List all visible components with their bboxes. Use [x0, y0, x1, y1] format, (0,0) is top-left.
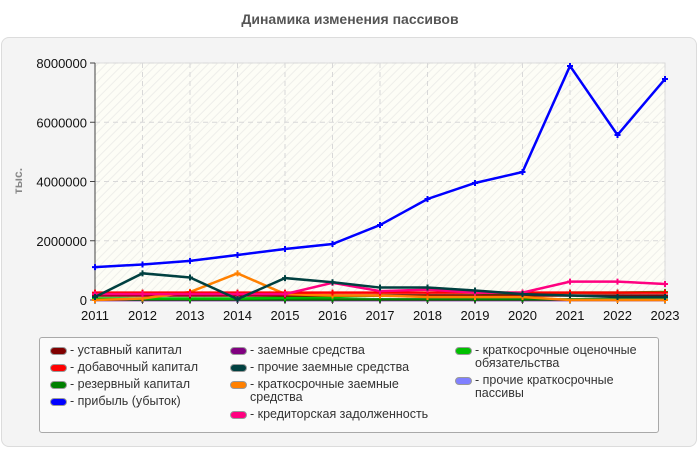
legend-item[interactable]: - добавочный капитал	[50, 361, 225, 374]
y-tick-label: 0	[80, 293, 87, 308]
data-point-marker	[377, 284, 383, 291]
legend-item[interactable]: - прочие заемные средства	[230, 361, 440, 374]
chart-title: Динамика изменения пассивов	[241, 11, 459, 27]
data-point-marker	[662, 294, 668, 301]
data-point-marker	[234, 270, 241, 277]
legend: - уставный капитал - добавочный капитал - …	[39, 337, 659, 433]
line-chart: 0 2000000 4000000 6000000 8000000 2011 2012 201…	[11, 56, 679, 323]
legend-column-2: - заемные средства - прочие заемные средс…	[230, 344, 440, 425]
plot-area: 0 2000000 4000000 6000000 8000000 2011 2012 201…	[36, 56, 679, 323]
legend-swatch-icon	[50, 347, 67, 355]
legend-item[interactable]: - резервный капитал	[50, 378, 225, 391]
data-point-marker	[234, 251, 241, 258]
x-tick-label: 2018	[413, 308, 442, 323]
data-point-marker	[92, 294, 98, 301]
legend-swatch-icon	[50, 364, 67, 372]
x-tick-label: 2011	[81, 308, 109, 323]
data-point-marker	[614, 131, 621, 138]
x-tick-label: 2020	[508, 308, 537, 323]
data-point-marker	[139, 261, 146, 268]
data-point-marker	[282, 246, 288, 253]
legend-item[interactable]: - заемные средства	[230, 344, 440, 357]
data-point-marker	[234, 296, 241, 303]
x-tick-label: 2017	[366, 308, 395, 323]
data-point-marker	[519, 169, 526, 176]
x-tick-label: 2014	[223, 308, 252, 323]
y-tick-label: 8000000	[36, 56, 87, 71]
legend-item[interactable]: - краткосрочные оценочные обязательства	[455, 344, 655, 370]
legend-item[interactable]: - прибыль (убыток)	[50, 395, 225, 408]
data-point-marker	[187, 291, 193, 298]
data-point-marker	[472, 287, 478, 294]
x-tick-label: 2012	[128, 308, 157, 323]
x-tick-label: 2015	[271, 308, 300, 323]
data-point-marker	[567, 292, 573, 299]
data-point-marker	[139, 270, 146, 277]
legend-swatch-icon	[50, 381, 67, 389]
legend-label: - прочие краткосрочные пассивы	[475, 373, 614, 400]
x-tick-label: 2019	[461, 308, 490, 323]
x-tick-label: 2023	[651, 308, 680, 323]
data-point-marker	[282, 291, 288, 298]
legend-item[interactable]: - прочие краткосрочные пассивы	[455, 374, 655, 400]
legend-column-1: - уставный капитал - добавочный капитал - …	[50, 344, 225, 412]
y-tick-label: 6000000	[36, 115, 87, 130]
x-tick-label: 2022	[603, 308, 632, 323]
y-axis-label: тыс.	[11, 168, 25, 194]
y-tick-label: 4000000	[36, 175, 87, 190]
x-tick-label: 2016	[318, 308, 347, 323]
data-point-marker	[377, 222, 383, 229]
legend-label: - краткосрочные оценочные обязательства	[475, 343, 637, 370]
data-point-marker	[187, 274, 193, 281]
legend-swatch-icon	[230, 347, 247, 355]
legend-label: - уставный капитал	[70, 343, 182, 357]
data-point-marker	[519, 291, 526, 298]
x-tick-label: 2021	[556, 308, 585, 323]
legend-swatch-icon	[455, 347, 472, 355]
data-point-marker	[662, 281, 668, 288]
legend-swatch-icon	[50, 398, 67, 406]
data-point-marker	[472, 179, 478, 186]
data-point-marker	[139, 291, 146, 298]
data-point-marker	[234, 291, 241, 298]
x-tick-label: 2013	[176, 308, 205, 323]
legend-label: - резервный капитал	[70, 377, 191, 391]
y-tick-label: 2000000	[36, 234, 87, 249]
legend-item[interactable]: - краткосрочные заемные средства	[230, 378, 440, 404]
data-point-marker	[614, 278, 621, 285]
legend-label: - прибыль (убыток)	[70, 394, 181, 408]
legend-label: - краткосрочные заемные средства	[250, 377, 399, 404]
legend-swatch-icon	[455, 377, 472, 385]
legend-label: - кредиторская задолженность	[250, 407, 429, 421]
legend-column-3: - краткосрочные оценочные обязательства -…	[455, 344, 655, 404]
data-point-marker	[329, 289, 336, 296]
data-point-marker	[614, 294, 621, 301]
data-point-marker	[567, 278, 573, 285]
legend-label: - прочие заемные средства	[250, 360, 410, 374]
data-point-marker	[187, 257, 193, 264]
data-point-marker	[282, 275, 288, 282]
data-point-marker	[329, 241, 336, 248]
data-point-marker	[329, 279, 336, 286]
legend-item[interactable]: - уставный капитал	[50, 344, 225, 357]
data-point-marker	[567, 62, 573, 69]
data-point-marker	[662, 75, 668, 82]
legend-label: - добавочный капитал	[70, 360, 199, 374]
legend-item[interactable]: - кредиторская задолженность	[230, 408, 440, 421]
data-point-marker	[424, 195, 431, 202]
data-point-marker	[92, 264, 98, 271]
legend-label: - заемные средства	[250, 343, 365, 357]
legend-swatch-icon	[230, 411, 247, 419]
data-point-marker	[424, 284, 431, 291]
legend-swatch-icon	[230, 381, 247, 389]
legend-swatch-icon	[230, 364, 247, 372]
